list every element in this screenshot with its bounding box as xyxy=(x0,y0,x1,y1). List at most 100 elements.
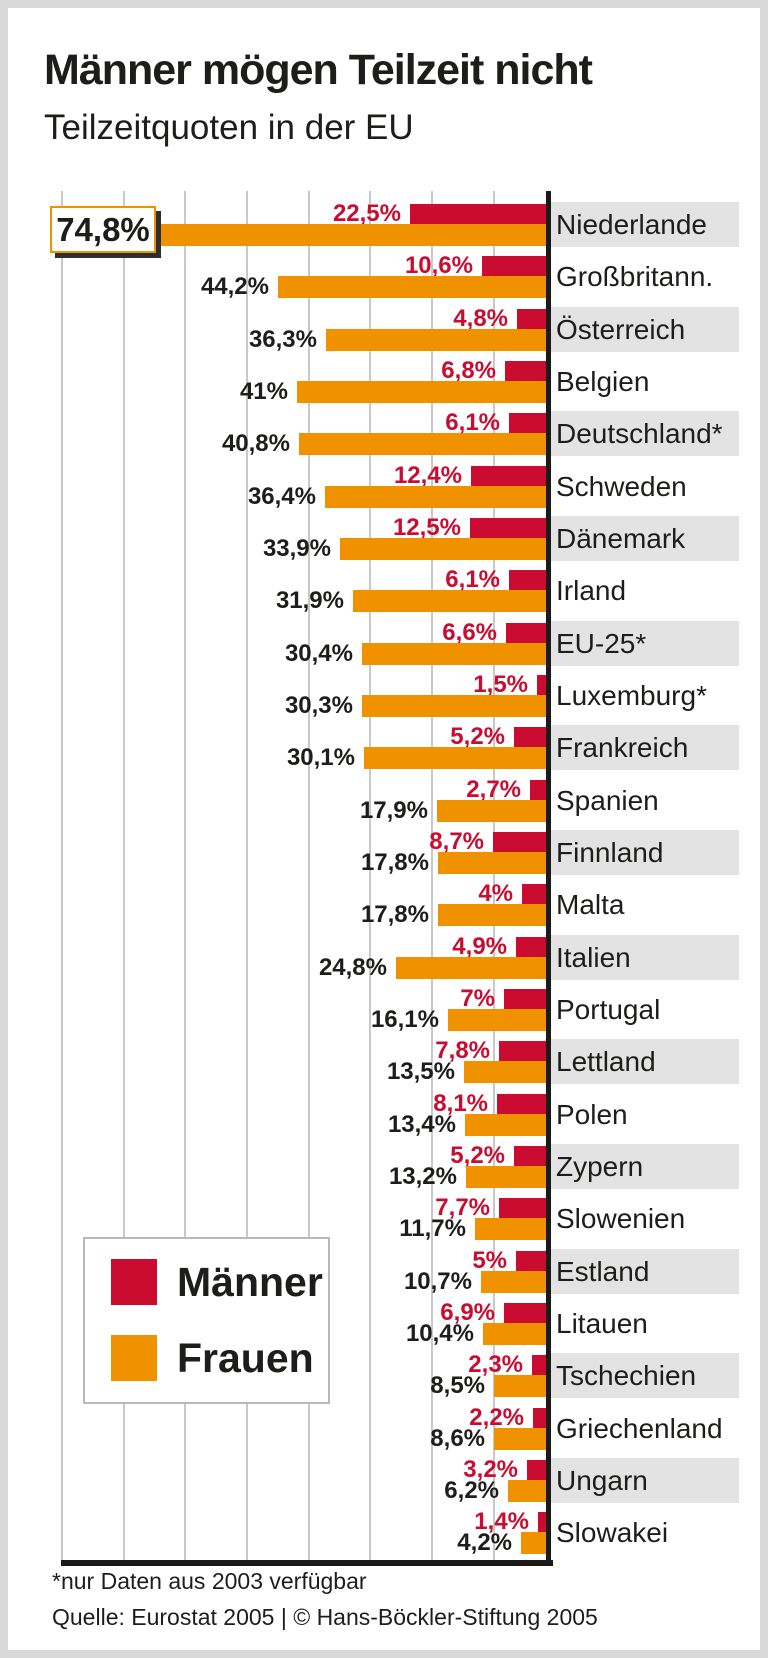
men-value-label-spanien: 2,7% xyxy=(466,776,521,803)
plot-area: Niederlande 22,5% Großbritann. 10,6% 44,2% Ös… xyxy=(8,8,760,1650)
legend-women-label: Frauen xyxy=(177,1334,314,1381)
country-label-luxemburg: Luxemburg* xyxy=(556,679,707,711)
bar-men-ungarn xyxy=(527,1460,549,1480)
country-label-lettland: Lettland xyxy=(545,1039,739,1084)
bar-women-zypern xyxy=(466,1166,549,1188)
men-value-label-finnland: 8,7% xyxy=(429,828,484,855)
country-label-estland: Estland xyxy=(545,1249,739,1294)
men-value-label-griechenland: 2,2% xyxy=(469,1404,524,1431)
women-value-label-frankreich: 30,1% xyxy=(286,744,355,771)
women-value-label-großbritann: 44,2% xyxy=(200,273,269,300)
bar-women-österreich xyxy=(326,329,549,351)
bar-men-finnland xyxy=(493,832,549,852)
country-label-italien: Italien xyxy=(545,935,739,980)
country-label-slowakei: Slowakei xyxy=(556,1516,669,1548)
grid-line xyxy=(184,191,186,1560)
women-value-label-zypern: 13,2% xyxy=(388,1163,457,1190)
bar-men-belgien xyxy=(505,361,549,381)
country-label-frankreich: Frankreich xyxy=(545,725,739,770)
women-value-label-estland: 10,7% xyxy=(403,1268,472,1295)
men-value-label-irland: 6,1% xyxy=(445,566,500,593)
chart-subtitle: Teilzeitquoten in der EU xyxy=(44,108,414,147)
country-label-tschechien: Tschechien xyxy=(545,1353,739,1398)
bar-women-schweden xyxy=(325,486,549,508)
country-label-großbritann: Großbritann. xyxy=(556,260,714,292)
country-label-slowenien: Slowenien xyxy=(556,1202,686,1234)
bar-women-estland xyxy=(481,1271,549,1293)
grid-line xyxy=(369,191,371,1560)
bar-men-slowenien xyxy=(499,1198,549,1218)
women-value-label-portugal: 16,1% xyxy=(370,1006,439,1033)
country-label-portugal: Portugal xyxy=(556,993,661,1025)
grid-line xyxy=(431,191,433,1560)
bar-women-portugal xyxy=(448,1009,549,1031)
bar-women-lettland xyxy=(464,1061,549,1083)
country-label-österreich: Österreich xyxy=(545,307,739,352)
bar-men-großbritann xyxy=(482,256,549,276)
bar-men-deutschland xyxy=(509,413,549,433)
legend: Männer Frauen xyxy=(83,1237,330,1404)
bar-women-dänemark xyxy=(340,538,549,560)
bar-men-malta xyxy=(522,884,549,904)
men-value-label-ungarn: 3,2% xyxy=(463,1456,518,1483)
men-value-label-belgien: 6,8% xyxy=(441,357,496,384)
men-value-label-portugal: 7% xyxy=(460,985,495,1012)
women-value-label-irland: 31,9% xyxy=(275,587,344,614)
bar-men-irland xyxy=(509,570,549,590)
women-value-label-spanien: 17,9% xyxy=(359,797,428,824)
bar-women-polen xyxy=(465,1114,549,1136)
grid-line xyxy=(123,191,125,1560)
bar-women-frankreich xyxy=(364,747,549,769)
women-value-label-belgien: 41% xyxy=(239,378,288,405)
country-label-zypern: Zypern xyxy=(545,1144,739,1189)
country-label-schweden: Schweden xyxy=(556,470,687,502)
legend-men-swatch xyxy=(111,1259,157,1305)
country-label-spanien: Spanien xyxy=(556,784,659,816)
men-value-label-zypern: 5,2% xyxy=(450,1142,505,1169)
bar-men-zypern xyxy=(514,1146,549,1166)
country-label-malta: Malta xyxy=(556,888,625,920)
women-value-label-tschechien: 8,5% xyxy=(430,1372,485,1399)
bar-men-lettland xyxy=(499,1041,549,1061)
men-value-label-slowakei: 1,4% xyxy=(474,1508,529,1535)
country-label-niederlande: Niederlande xyxy=(545,202,739,247)
grid-line xyxy=(246,191,248,1560)
legend-women-swatch xyxy=(111,1335,157,1381)
women-value-label-luxemburg: 30,3% xyxy=(284,692,353,719)
bar-women-malta xyxy=(438,904,549,926)
max-value-callout: 74,8% xyxy=(50,206,156,253)
men-value-label-estland: 5% xyxy=(472,1247,507,1274)
bar-women-ungarn xyxy=(508,1480,549,1502)
men-value-label-schweden: 12,4% xyxy=(393,462,462,489)
men-value-label-österreich: 4,8% xyxy=(453,305,508,332)
x-axis-line xyxy=(61,1560,553,1566)
women-value-label-lettland: 13,5% xyxy=(386,1058,455,1085)
country-label-belgien: Belgien xyxy=(556,365,650,397)
bar-women-slowenien xyxy=(475,1218,549,1240)
country-label-polen: Polen xyxy=(556,1098,628,1130)
women-value-label-ungarn: 6,2% xyxy=(444,1477,499,1504)
bar-women-irland xyxy=(353,590,549,612)
women-value-label-polen: 13,4% xyxy=(387,1111,456,1138)
country-label-irland: Irland xyxy=(556,574,627,606)
women-value-label-litauen: 10,4% xyxy=(405,1320,474,1347)
footnote: *nur Daten aus 2003 verfügbar xyxy=(52,1568,367,1594)
men-value-label-litauen: 6,9% xyxy=(440,1299,495,1326)
country-label-eu-25: EU-25* xyxy=(545,621,739,666)
men-value-label-italien: 4,9% xyxy=(452,933,507,960)
bar-women-niederlande xyxy=(93,224,549,246)
women-value-label-italien: 24,8% xyxy=(318,954,387,981)
women-value-label-slowenien: 11,7% xyxy=(399,1215,466,1242)
bar-men-polen xyxy=(497,1094,549,1114)
grid-line xyxy=(61,191,63,1560)
chart-title: Männer mögen Teilzeit nicht xyxy=(44,46,593,94)
bar-men-spanien xyxy=(530,780,549,800)
bar-men-österreich xyxy=(517,309,549,329)
men-value-label-lettland: 7,8% xyxy=(435,1037,490,1064)
women-value-label-malta: 17,8% xyxy=(360,901,429,928)
bar-men-niederlande xyxy=(410,204,549,224)
men-value-label-malta: 4% xyxy=(478,880,513,907)
men-value-label-slowenien: 7,7% xyxy=(435,1194,490,1221)
bar-men-frankreich xyxy=(514,727,549,747)
